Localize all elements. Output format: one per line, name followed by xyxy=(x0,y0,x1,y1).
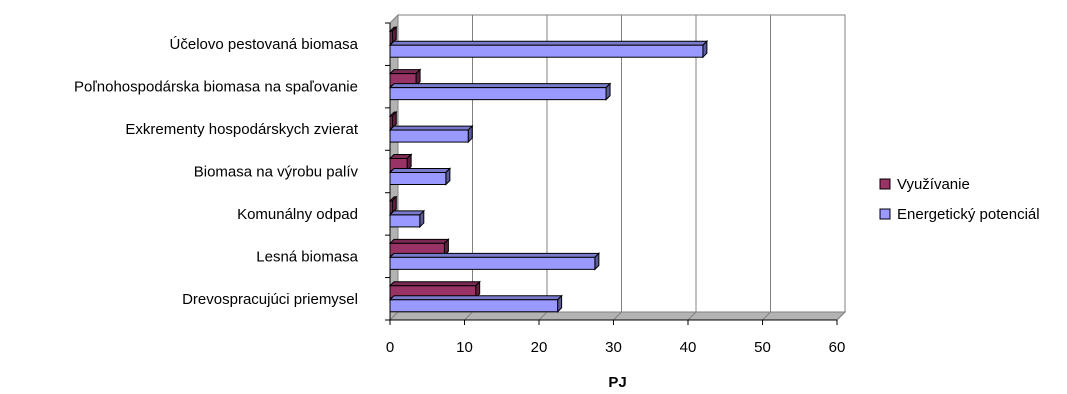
category-label: Účelovo pestovaná biomasa xyxy=(170,36,359,53)
gridline-floor xyxy=(464,311,473,321)
bar-potencial xyxy=(388,294,563,313)
bar-potencial xyxy=(388,40,709,59)
bar-vyuzivanie xyxy=(388,26,398,45)
category-label: Exkrementy hospodárskych zvierat xyxy=(125,121,358,138)
legend-label: Energetický potenciál xyxy=(897,206,1040,223)
category-label: Komunálny odpad xyxy=(237,206,358,223)
category-label: Drevospracujúci priemysel xyxy=(182,291,358,308)
x-tick-label: 30 xyxy=(605,339,622,356)
bar-potencial xyxy=(388,82,612,101)
gridline-floor xyxy=(687,311,697,321)
bar-front-face xyxy=(389,30,393,44)
bar-front-face xyxy=(389,115,393,129)
bar-top-face xyxy=(388,238,450,244)
bar-front-face xyxy=(389,87,607,101)
bar-top-face xyxy=(388,125,474,131)
x-tick-label: 20 xyxy=(531,339,548,356)
bar-potencial xyxy=(388,124,474,144)
gridline-floor xyxy=(762,311,771,321)
bar-potencial xyxy=(388,252,601,271)
legend-swatch xyxy=(879,178,891,190)
bar-vyuzivanie xyxy=(388,238,450,257)
bar-vyuzivanie xyxy=(388,68,422,87)
legend-swatch xyxy=(879,208,891,220)
bar-potencial xyxy=(388,167,452,186)
bar-top-face xyxy=(388,83,612,89)
bar-top-face xyxy=(388,168,452,173)
category-label: Poľnohospodárska biomasa na spaľovanie xyxy=(74,79,358,96)
bar-front-face xyxy=(389,200,393,214)
bar-vyuzivanie xyxy=(388,195,398,215)
bar-top-face xyxy=(388,69,422,75)
legend-label: Využívanie xyxy=(897,176,970,193)
bar-front-face xyxy=(389,44,704,58)
bar-vyuzivanie xyxy=(388,153,413,172)
x-tick-label: 60 xyxy=(829,339,846,356)
bar-front-face xyxy=(389,172,447,185)
bar-vyuzivanie xyxy=(388,280,481,299)
bar-front-face xyxy=(389,256,596,270)
bar-top-face xyxy=(388,252,601,258)
gridline-floor xyxy=(613,311,622,321)
bar-top-face xyxy=(388,210,426,216)
x-axis-title: PJ xyxy=(608,374,626,391)
category-label: Biomasa na výrobu palív xyxy=(194,164,359,181)
gridline-floor xyxy=(538,311,548,321)
bar-front-face xyxy=(389,214,421,228)
category-label: Lesná biomasa xyxy=(256,248,358,265)
x-tick-label: 0 xyxy=(386,339,394,356)
x-tick-label: 50 xyxy=(754,339,771,356)
bar-top-face xyxy=(388,281,481,287)
x-tick-label: 10 xyxy=(456,339,473,356)
bar-top-face xyxy=(388,295,563,301)
bar-front-face xyxy=(389,129,469,143)
bar-potencial xyxy=(388,209,426,229)
bar-top-face xyxy=(388,40,709,46)
bar-vyuzivanie xyxy=(388,110,398,130)
x-tick-label: 40 xyxy=(680,339,697,356)
gridline-floor xyxy=(836,311,846,321)
bar-front-face xyxy=(389,299,559,313)
